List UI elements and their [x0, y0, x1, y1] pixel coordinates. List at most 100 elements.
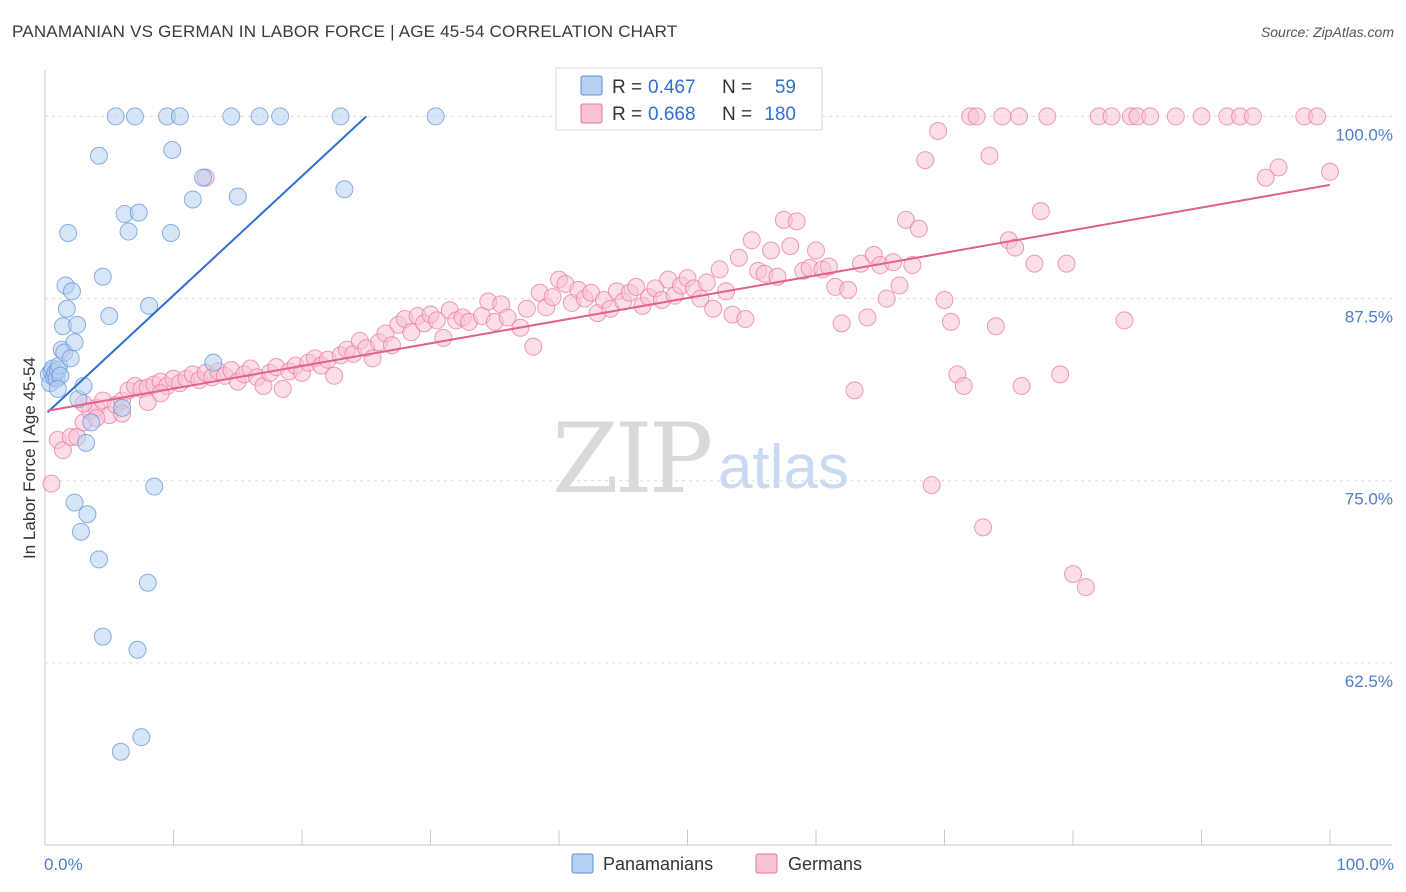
- germans-point: [916, 151, 935, 170]
- germans-point: [807, 241, 825, 260]
- legend-r-value-germans: 0.668: [648, 104, 696, 125]
- germans-point: [1064, 564, 1082, 583]
- panamanians-point: [331, 107, 350, 126]
- germans-point: [839, 280, 858, 299]
- panamanians-point: [77, 433, 96, 452]
- panamanians-point: [132, 728, 151, 747]
- germans-point: [543, 288, 562, 307]
- panamanians-point: [161, 224, 180, 242]
- bottom-legend-swatch-panamanians: [571, 853, 594, 874]
- y-axis-label: In Labor Force | Age 45-54: [20, 357, 39, 559]
- y-tick-label: 100.0%: [1335, 125, 1393, 144]
- legend-swatch-panamanians: [580, 75, 603, 96]
- chart-title: PANAMANIAN VS GERMAN IN LABOR FORCE | AG…: [12, 22, 678, 41]
- panamanians-point: [89, 146, 108, 165]
- panamanians-point: [65, 493, 84, 512]
- panamanians-point: [129, 203, 148, 222]
- panamanians-point: [106, 107, 125, 126]
- panamanians-trend-line: [46, 115, 367, 413]
- panamanians-point: [82, 413, 101, 432]
- germans-point: [787, 212, 806, 231]
- panamanians-point: [222, 107, 241, 126]
- germans-point: [832, 314, 851, 333]
- germans-point: [1308, 107, 1327, 126]
- panamanians-point: [194, 168, 213, 187]
- germans-point: [1141, 107, 1160, 126]
- germans-point: [517, 299, 536, 318]
- germans-point: [845, 381, 864, 400]
- panamanians-point: [426, 107, 445, 126]
- germans-point: [1269, 158, 1288, 177]
- panamanians-point: [89, 550, 108, 569]
- germans-point: [909, 219, 928, 238]
- germans-point: [524, 337, 543, 356]
- germans-point: [627, 277, 646, 296]
- panamanians-point: [113, 398, 132, 417]
- panamanians-point: [183, 190, 202, 209]
- panamanians-point: [163, 140, 182, 159]
- germans-point: [1006, 238, 1025, 257]
- panamanians-point: [204, 353, 223, 372]
- germans-point: [993, 107, 1012, 126]
- trend-lines: [46, 115, 1331, 413]
- source-label: Source: ZipAtlas.com: [1260, 24, 1394, 40]
- panamanians-point: [48, 379, 67, 398]
- germans-point: [890, 276, 909, 295]
- panamanians-point: [170, 107, 189, 126]
- germans-point: [1076, 578, 1095, 597]
- panamanians-point: [140, 296, 159, 315]
- legend-n-label-1: N =: [722, 104, 752, 125]
- germans-point: [935, 291, 954, 310]
- germans-point: [151, 384, 170, 403]
- germans-point: [736, 309, 755, 328]
- germans-point: [498, 308, 517, 327]
- panamanians-point: [228, 187, 247, 206]
- panamanians-point: [93, 627, 112, 646]
- y-tick-label: 87.5%: [1345, 308, 1393, 327]
- germans-point: [877, 289, 896, 308]
- y-tick-label: 75.0%: [1345, 490, 1393, 509]
- panamanians-point: [68, 315, 87, 334]
- panamanians-point: [62, 282, 81, 301]
- bottom-legend-swatch-germans: [755, 853, 778, 874]
- germans-point: [1166, 107, 1185, 126]
- germans-point: [729, 248, 748, 267]
- panamanians-point: [71, 522, 90, 541]
- germans-point: [1012, 377, 1031, 395]
- germans-point: [1192, 107, 1211, 126]
- panamanians-point: [65, 333, 84, 352]
- panamanians-point: [78, 505, 97, 524]
- germans-point: [325, 366, 344, 385]
- germans-point: [1038, 107, 1057, 126]
- germans-point: [1010, 107, 1029, 126]
- germans-point: [742, 231, 761, 250]
- legend-r-value-panamanians: 0.467: [648, 77, 696, 98]
- germans-point: [1057, 254, 1076, 273]
- germans-point: [1115, 311, 1134, 330]
- germans-point: [427, 311, 446, 330]
- panamanians-point: [271, 107, 290, 126]
- germans-point: [704, 299, 723, 318]
- bottom-legend-label-panamanians: Panamanians: [603, 854, 713, 874]
- grid-lines: [45, 115, 1392, 664]
- panamanians-point: [125, 107, 144, 126]
- germans-point: [1102, 107, 1121, 126]
- panamanians-point: [250, 107, 269, 126]
- panamanians-point: [128, 640, 147, 659]
- germans-point: [929, 122, 948, 140]
- germans-point: [1256, 168, 1275, 187]
- watermark-zip: ZIP: [552, 403, 711, 515]
- germans-point: [941, 312, 960, 331]
- germans-point: [974, 518, 993, 537]
- panamanians-point: [59, 224, 78, 242]
- x-tick-label-max: 100.0%: [1336, 855, 1394, 874]
- legend-n-label-0: N =: [722, 77, 752, 98]
- germans-point: [1243, 107, 1262, 126]
- panamanians-point: [119, 222, 138, 241]
- panamanians-point: [335, 180, 354, 199]
- series-panamanians: [39, 107, 445, 761]
- panamanians-point: [145, 477, 164, 496]
- germans-point: [967, 107, 986, 126]
- germans-point: [1321, 162, 1339, 181]
